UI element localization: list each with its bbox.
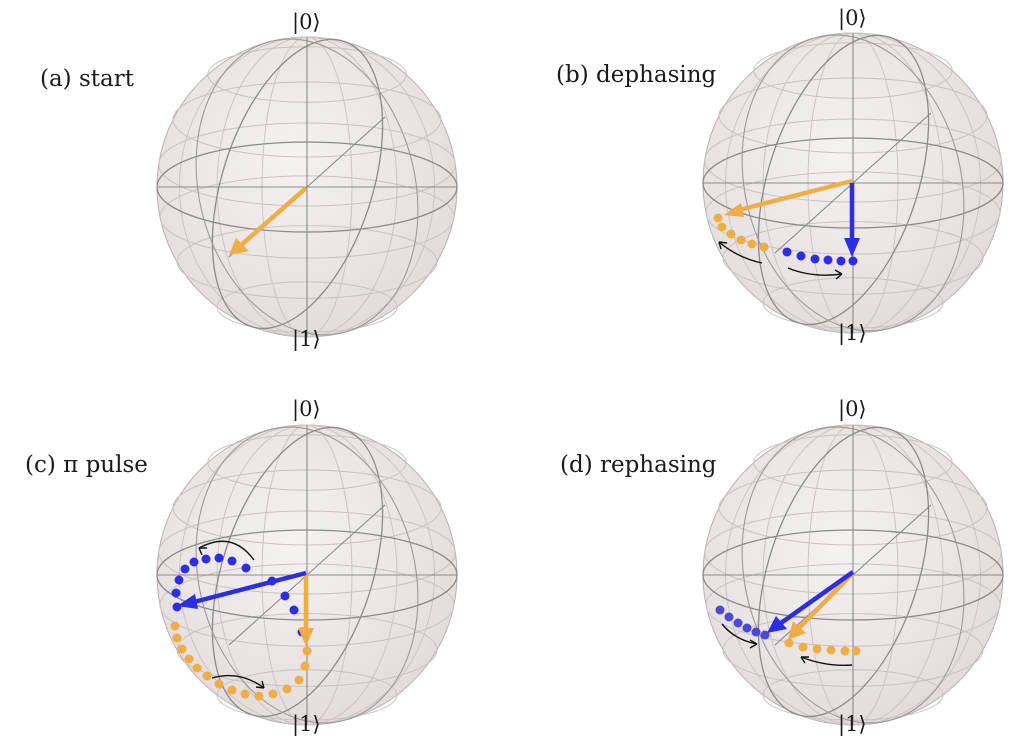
dots-d-blue [715,605,770,640]
ket-zero-a: |0⟩ [292,10,321,35]
state-arrow-c-orange [298,574,314,646]
state-arrow-c-blue [177,570,307,609]
panel-label-b: (b) dephasing [556,62,717,88]
ket-zero-c: |0⟩ [292,397,321,422]
state-arrow-a [229,186,308,255]
dots-c-orange [170,621,312,701]
ket-one-d: |1⟩ [838,712,867,737]
panel-label-c: (c) π pulse [25,452,148,478]
dots-c-blue [171,553,307,637]
ket-one-a: |1⟩ [292,327,321,352]
state-arrow-d-orange [788,571,855,640]
panel-label-a: (a) start [40,66,134,92]
rotation-arrows-d [721,623,853,667]
state-arrow-b-blue [844,183,860,257]
ket-one-c: |1⟩ [292,712,321,737]
dots-b-orange [713,213,769,252]
rotation-arrows-b [718,241,843,280]
ket-one-b: |1⟩ [838,321,867,346]
state-arrow-d-blue [767,570,855,633]
dots-d-orange [784,638,861,656]
ket-zero-d: |0⟩ [838,397,867,422]
state-arrow-b-orange [724,178,853,217]
panel-label-d: (d) rephasing [560,452,717,478]
dots-b-blue [782,247,858,266]
sphere-wireframe [156,36,458,338]
rotation-arrows-c [198,540,265,689]
ket-zero-b: |0⟩ [838,6,867,31]
